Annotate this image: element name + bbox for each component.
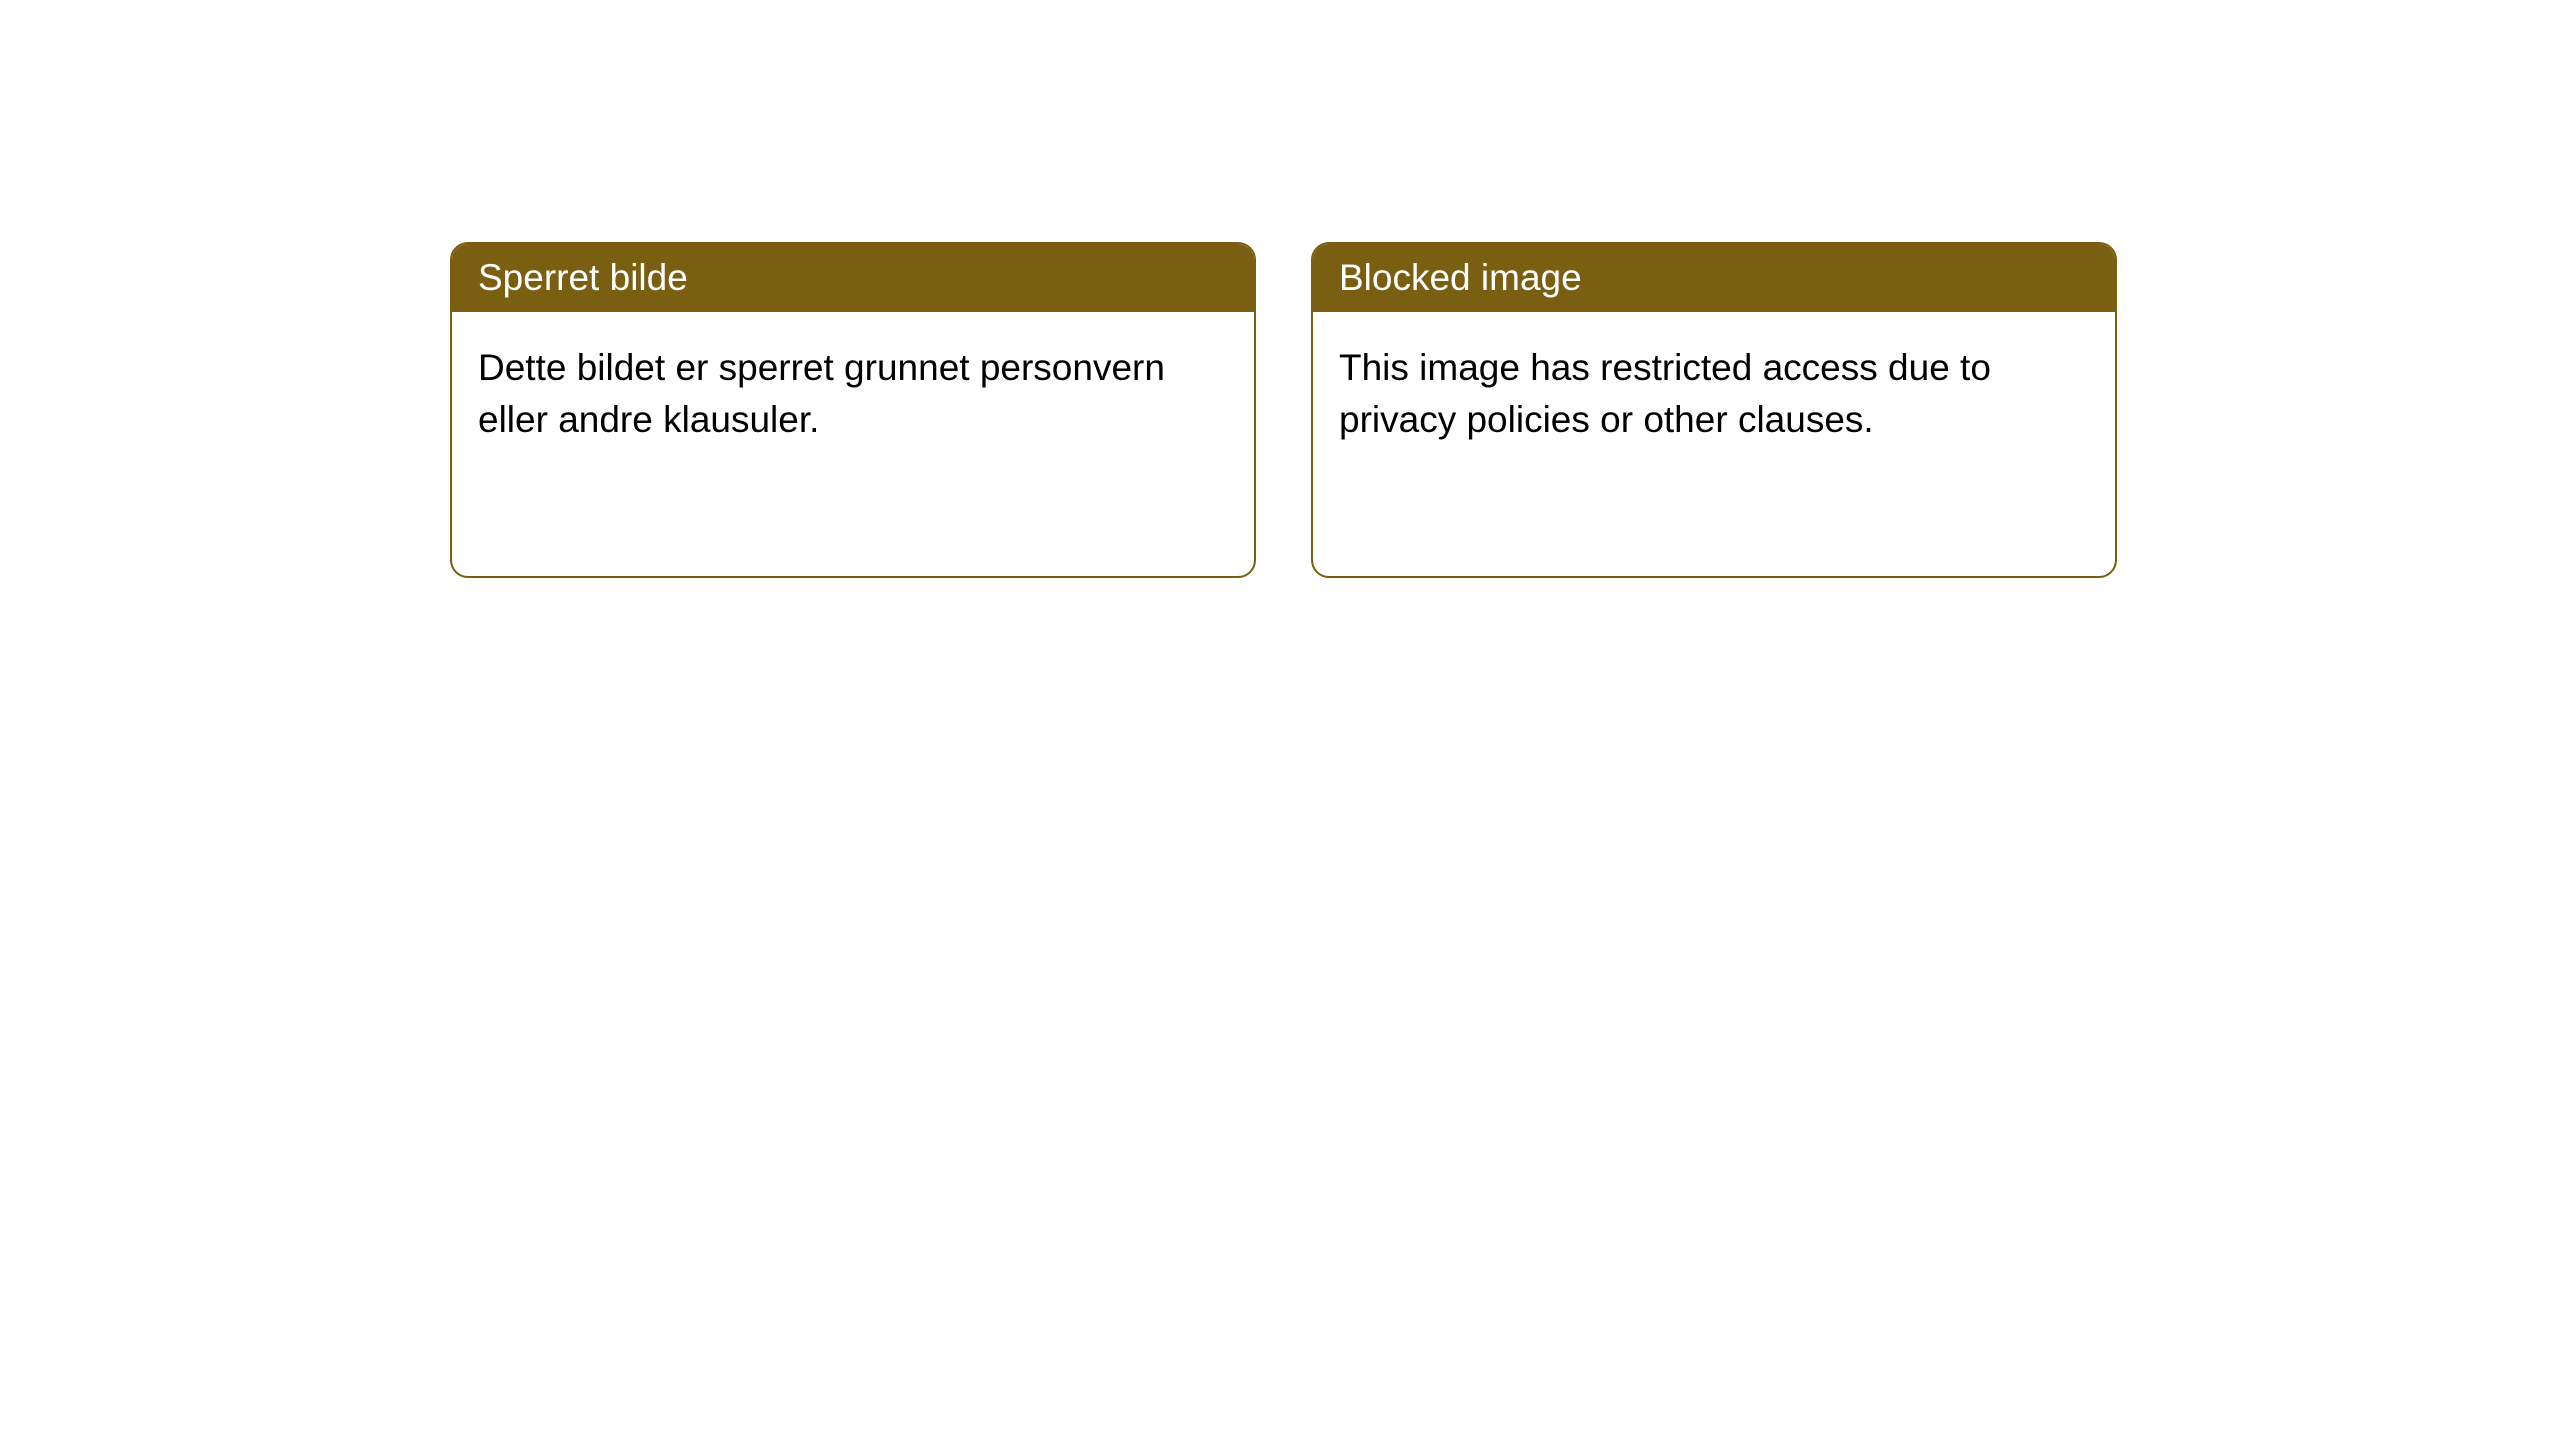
notice-header: Sperret bilde bbox=[452, 244, 1254, 312]
notice-card-english: Blocked image This image has restricted … bbox=[1311, 242, 2117, 578]
notice-container: Sperret bilde Dette bildet er sperret gr… bbox=[0, 0, 2560, 578]
notice-header: Blocked image bbox=[1313, 244, 2115, 312]
notice-card-norwegian: Sperret bilde Dette bildet er sperret gr… bbox=[450, 242, 1256, 578]
notice-body: Dette bildet er sperret grunnet personve… bbox=[452, 312, 1254, 476]
notice-body: This image has restricted access due to … bbox=[1313, 312, 2115, 476]
